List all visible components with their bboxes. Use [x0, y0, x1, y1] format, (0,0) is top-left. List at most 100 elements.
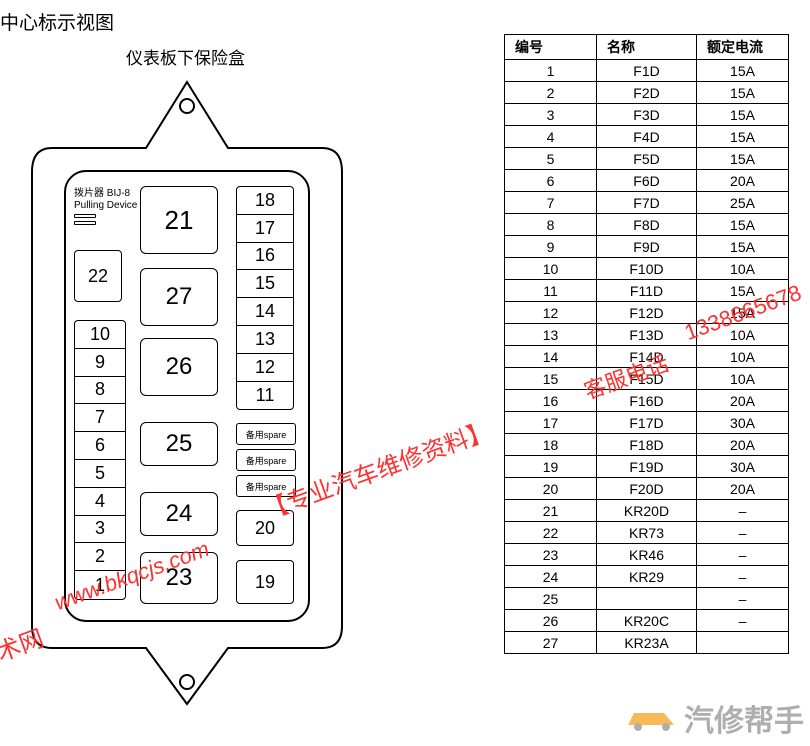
- table-cell: –: [697, 522, 789, 544]
- table-cell: 6: [505, 170, 597, 192]
- table-cell: 12: [505, 302, 597, 324]
- watermark-logo: 汽修帮手: [624, 696, 804, 740]
- table-cell: 2: [505, 82, 597, 104]
- table-cell: 17: [505, 412, 597, 434]
- table-cell: F20D: [597, 478, 697, 500]
- table-cell: 26: [505, 610, 597, 632]
- table-cell: 15A: [697, 236, 789, 258]
- table-cell: –: [697, 500, 789, 522]
- table-cell: F11D: [597, 280, 697, 302]
- table-cell: 24: [505, 566, 597, 588]
- table-header-id: 编号: [505, 35, 597, 60]
- fuse-slot: 13: [237, 326, 293, 354]
- fuse-slot: 7: [75, 404, 125, 432]
- fuse-slot: 8: [75, 377, 125, 405]
- table-cell: 27: [505, 632, 597, 654]
- pulling-device-icon: [74, 214, 96, 230]
- table-cell: 10A: [697, 324, 789, 346]
- table-row: 1F1D15A: [505, 60, 789, 82]
- table-cell: [697, 632, 789, 654]
- fuse-slot: 9: [75, 349, 125, 377]
- table-cell: F10D: [597, 258, 697, 280]
- table-row: 22KR73–: [505, 522, 789, 544]
- table-cell: 18: [505, 434, 597, 456]
- table-cell: 22: [505, 522, 597, 544]
- table-cell: KR20C: [597, 610, 697, 632]
- table-cell: F13D: [597, 324, 697, 346]
- page-title: 中心标示视图: [0, 8, 114, 35]
- table-cell: 10A: [697, 346, 789, 368]
- table-cell: 25: [505, 588, 597, 610]
- spare-slots: 备用spare 备用spare 备用spare: [236, 423, 296, 501]
- table-row: 13F13D10A: [505, 324, 789, 346]
- fuse-left-stack: 10987654321: [74, 320, 126, 600]
- fuse-spec-table: 编号 名称 额定电流 1F1D15A2F2D15A3F3D15A4F4D15A5…: [504, 34, 789, 654]
- table-cell: KR20D: [597, 500, 697, 522]
- fuse-slot: 6: [75, 432, 125, 460]
- table-cell: 15A: [697, 280, 789, 302]
- fuse-slot: 14: [237, 298, 293, 326]
- table-row: 9F9D15A: [505, 236, 789, 258]
- table-row: 16F16D20A: [505, 390, 789, 412]
- table-cell: 15A: [697, 214, 789, 236]
- spare-slot: 备用spare: [236, 423, 296, 445]
- relay-21: 21: [140, 186, 218, 254]
- relay-24: 24: [140, 492, 218, 536]
- table-cell: F19D: [597, 456, 697, 478]
- fuse-slot: 5: [75, 460, 125, 488]
- table-row: 24KR29–: [505, 566, 789, 588]
- table-row: 8F8D15A: [505, 214, 789, 236]
- table-cell: F14D: [597, 346, 697, 368]
- table-row: 15F15D10A: [505, 368, 789, 390]
- table-header-name: 名称: [597, 35, 697, 60]
- relay-19: 19: [236, 560, 294, 604]
- table-cell: KR46: [597, 544, 697, 566]
- table-row: 17F17D30A: [505, 412, 789, 434]
- table-cell: 15A: [697, 82, 789, 104]
- table-header-current: 额定电流: [697, 35, 789, 60]
- table-row: 10F10D10A: [505, 258, 789, 280]
- table-row: 27KR23A: [505, 632, 789, 654]
- table-cell: F15D: [597, 368, 697, 390]
- fuse-slot: 16: [237, 243, 293, 271]
- table-cell: 15A: [697, 126, 789, 148]
- table-cell: KR23A: [597, 632, 697, 654]
- fuse-slot: 15: [237, 270, 293, 298]
- table-cell: F16D: [597, 390, 697, 412]
- relay-26: 26: [140, 338, 218, 396]
- table-cell: 15A: [697, 104, 789, 126]
- table-row: 7F7D25A: [505, 192, 789, 214]
- table-cell: 3: [505, 104, 597, 126]
- fuse-slot: 11: [237, 382, 293, 410]
- table-cell: 16: [505, 390, 597, 412]
- table-cell: 23: [505, 544, 597, 566]
- table-cell: F6D: [597, 170, 697, 192]
- table-cell: 8: [505, 214, 597, 236]
- subtitle: 仪表板下保险盒: [126, 44, 245, 69]
- fuse-slot: 18: [237, 187, 293, 215]
- fuse-slot: 12: [237, 354, 293, 382]
- table-row: 25–: [505, 588, 789, 610]
- table-cell: 15A: [697, 148, 789, 170]
- table-cell: 4: [505, 126, 597, 148]
- table-cell: 20: [505, 478, 597, 500]
- table-cell: –: [697, 610, 789, 632]
- table-row: 11F11D15A: [505, 280, 789, 302]
- table-row: 4F4D15A: [505, 126, 789, 148]
- table-cell: –: [697, 566, 789, 588]
- table-row: 21KR20D–: [505, 500, 789, 522]
- fuse-slot: 17: [237, 215, 293, 243]
- spare-slot: 备用spare: [236, 475, 296, 497]
- table-cell: F18D: [597, 434, 697, 456]
- table-row: 14F14D10A: [505, 346, 789, 368]
- table-row: 20F20D20A: [505, 478, 789, 500]
- table-cell: 10A: [697, 368, 789, 390]
- table-cell: F17D: [597, 412, 697, 434]
- table-row: 6F6D20A: [505, 170, 789, 192]
- relay-23: 23: [140, 552, 218, 604]
- table-cell: 1: [505, 60, 597, 82]
- relay-20: 20: [236, 510, 294, 546]
- table-cell: KR73: [597, 522, 697, 544]
- table-cell: F4D: [597, 126, 697, 148]
- spare-slot: 备用spare: [236, 449, 296, 471]
